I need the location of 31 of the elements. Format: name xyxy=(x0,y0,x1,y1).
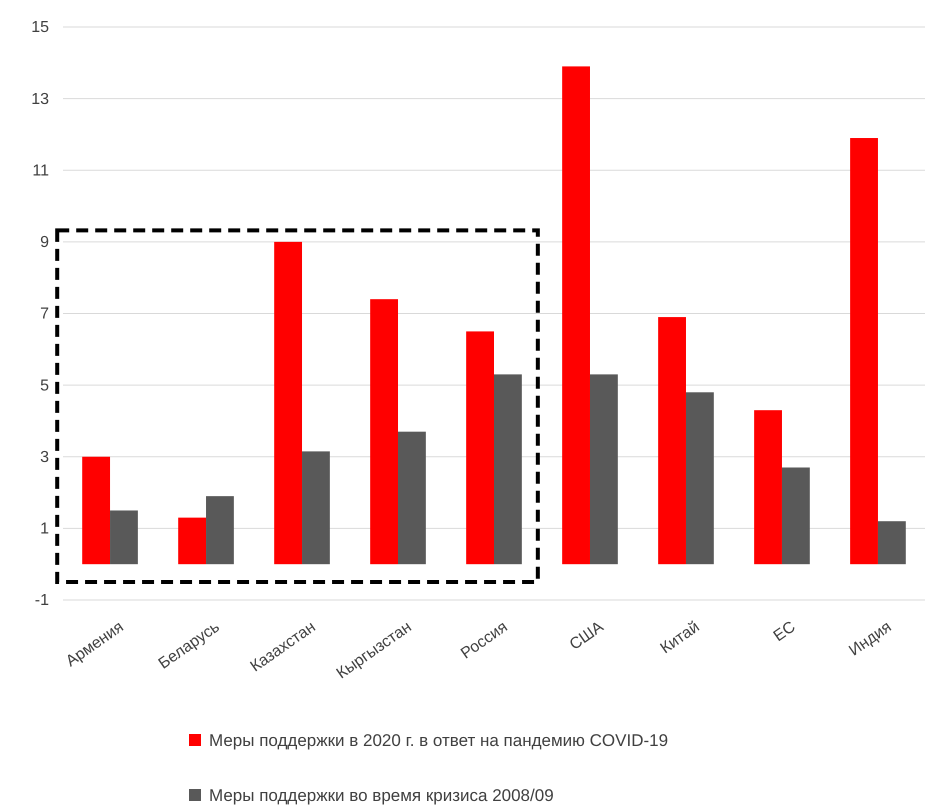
y-tick-label: -1 xyxy=(34,592,50,610)
bar xyxy=(494,374,522,564)
bar xyxy=(110,510,138,564)
y-tick-label: 11 xyxy=(32,162,50,180)
bar xyxy=(466,331,494,564)
bar xyxy=(178,518,206,564)
bar xyxy=(302,451,330,564)
bar xyxy=(562,66,590,564)
bar xyxy=(206,496,234,564)
bar xyxy=(82,456,110,564)
bar xyxy=(274,242,302,564)
bar xyxy=(850,138,878,564)
legend-label: Меры поддержки во время кризиса 2008/09 xyxy=(209,786,554,805)
bar xyxy=(754,410,782,564)
y-tick-label: 1 xyxy=(40,520,50,538)
bar xyxy=(398,432,426,564)
x-tick-label: США xyxy=(566,618,607,654)
y-tick-label: 3 xyxy=(40,448,50,466)
bar xyxy=(686,392,714,564)
y-tick-label: 15 xyxy=(31,19,50,36)
bar xyxy=(590,374,618,564)
y-tick-label: 7 xyxy=(40,306,50,323)
bar xyxy=(878,521,906,564)
bar xyxy=(658,317,686,564)
bar xyxy=(370,299,398,564)
legend-label: Меры поддержки в 2020 г. в ответ на пандемию COVID-19 xyxy=(209,730,668,750)
x-tick-label: ЕС xyxy=(770,618,799,646)
y-tick-label: 13 xyxy=(31,90,50,108)
y-tick-label: 5 xyxy=(40,377,50,394)
y-tick-label: 9 xyxy=(40,234,50,251)
bar xyxy=(782,467,810,564)
